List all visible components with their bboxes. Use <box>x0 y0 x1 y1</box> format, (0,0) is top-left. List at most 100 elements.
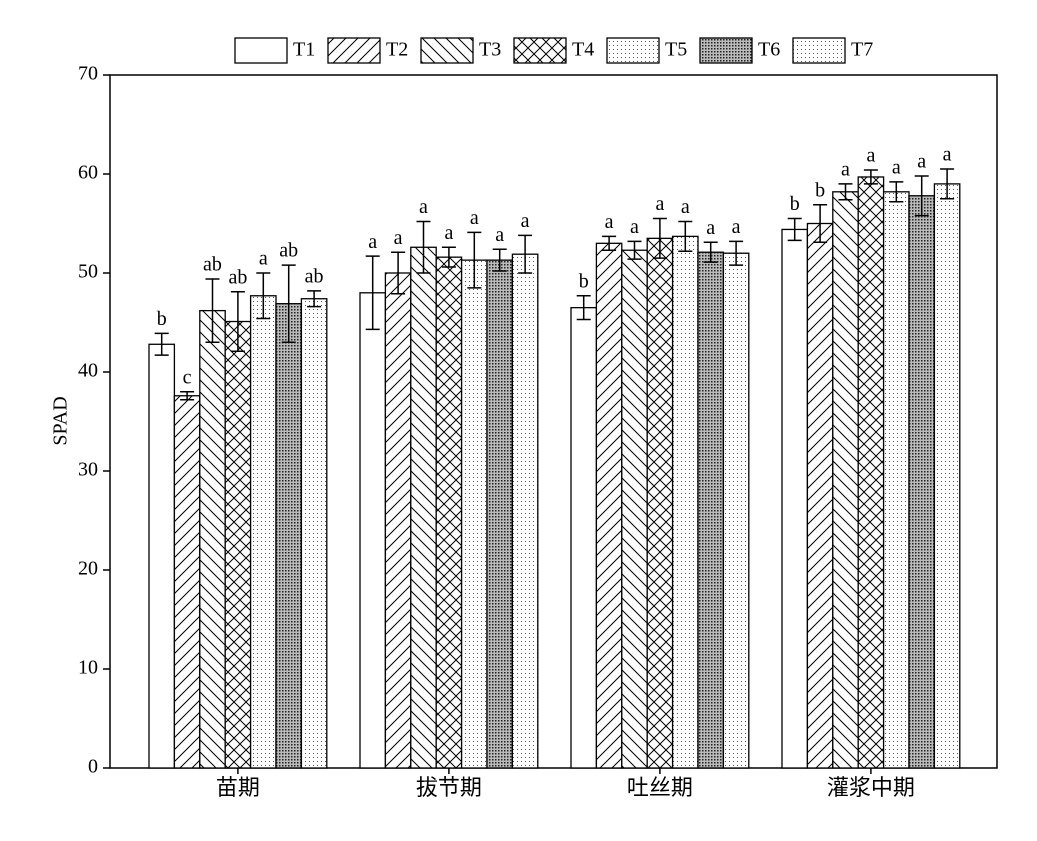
bar <box>882 191 910 769</box>
bar <box>570 306 598 769</box>
significance-label: a <box>841 158 850 180</box>
error-bar <box>914 175 929 217</box>
error-bar <box>678 220 693 252</box>
significance-label: a <box>681 196 690 218</box>
significance-label: c <box>183 366 192 388</box>
error-bar <box>441 246 456 268</box>
legend-label: T6 <box>758 39 780 61</box>
significance-label: b <box>790 193 800 215</box>
bar <box>933 183 961 769</box>
error-bar <box>703 241 718 263</box>
x-tick-label: 苗期 <box>216 775 260 800</box>
y-tick-label: 60 <box>78 162 98 184</box>
y-tick-label: 0 <box>88 756 98 778</box>
legend-label: T2 <box>386 39 408 61</box>
bar <box>435 256 463 769</box>
bar <box>671 235 699 769</box>
bar <box>275 303 303 769</box>
legend-label: T5 <box>665 39 687 61</box>
bar <box>199 309 226 769</box>
x-tick-label: 灌浆中期 <box>827 775 915 800</box>
significance-label: a <box>419 196 428 218</box>
y-tick-label: 40 <box>78 360 98 382</box>
legend-swatch <box>699 37 753 64</box>
significance-label: a <box>470 207 479 229</box>
bar <box>300 298 328 769</box>
legend-label: T3 <box>479 39 501 61</box>
bar <box>646 237 674 769</box>
legend-swatch <box>420 37 474 64</box>
bar <box>148 343 176 769</box>
bar <box>249 295 277 769</box>
bar <box>460 259 488 769</box>
error-bar <box>307 290 322 308</box>
legend-label: T4 <box>572 39 594 61</box>
significance-label: a <box>943 144 952 166</box>
significance-label: a <box>605 211 614 233</box>
error-bar <box>813 203 828 244</box>
bar <box>857 176 885 769</box>
legend-swatch <box>792 37 846 64</box>
significance-label: a <box>655 193 664 215</box>
error-bar <box>627 240 642 260</box>
significance-label: a <box>394 227 403 249</box>
bar <box>697 251 725 769</box>
y-tick-label: 70 <box>78 63 98 85</box>
significance-label: a <box>706 217 715 239</box>
bar <box>224 320 252 769</box>
error-bar <box>652 217 667 259</box>
significance-label: a <box>444 222 453 244</box>
error-bar <box>256 272 271 320</box>
error-bar <box>205 278 220 344</box>
bar <box>722 252 750 769</box>
error-bar <box>787 217 802 242</box>
x-tick-label: 吐丝期 <box>627 775 693 800</box>
bar <box>511 253 539 769</box>
error-bar <box>863 169 878 185</box>
bar <box>781 228 809 769</box>
y-tick-label: 30 <box>78 459 98 481</box>
bar <box>595 242 623 769</box>
error-bar <box>492 248 507 272</box>
error-bar <box>180 391 195 401</box>
error-bar <box>391 251 406 295</box>
bar <box>621 249 648 769</box>
error-bar <box>940 168 955 200</box>
legend-swatch <box>606 37 660 64</box>
error-bar <box>729 240 744 266</box>
significance-label: ab <box>203 254 222 276</box>
error-bar <box>154 332 169 356</box>
significance-label: ab <box>228 266 247 288</box>
significance-label: b <box>157 308 167 330</box>
bar <box>173 395 201 769</box>
error-bar <box>518 234 533 274</box>
significance-label: a <box>732 216 741 238</box>
error-bar <box>416 220 431 274</box>
significance-label: ab <box>305 265 324 287</box>
bar <box>410 246 437 769</box>
y-tick-label: 20 <box>78 558 98 580</box>
y-axis-label: SPAD <box>50 396 72 445</box>
significance-label: a <box>866 145 875 167</box>
legend-label: T1 <box>293 39 315 61</box>
error-bar <box>230 291 245 352</box>
y-tick-label: 50 <box>78 261 98 283</box>
x-tick-label: 拔节期 <box>416 775 482 800</box>
significance-label: b <box>815 179 825 201</box>
error-bar <box>838 183 853 201</box>
y-tick-label: 10 <box>78 657 98 679</box>
significance-label: ab <box>279 240 298 262</box>
significance-label: a <box>630 216 639 238</box>
significance-label: a <box>259 248 268 270</box>
significance-label: a <box>368 231 377 253</box>
error-bar <box>889 181 904 203</box>
bar <box>486 259 514 769</box>
error-bar <box>467 231 482 289</box>
plot-frame <box>109 74 998 769</box>
significance-label: b <box>579 270 589 292</box>
error-bar <box>281 264 296 344</box>
error-bar <box>602 235 617 251</box>
legend-label: T7 <box>851 39 873 61</box>
legend-swatch <box>513 37 567 64</box>
